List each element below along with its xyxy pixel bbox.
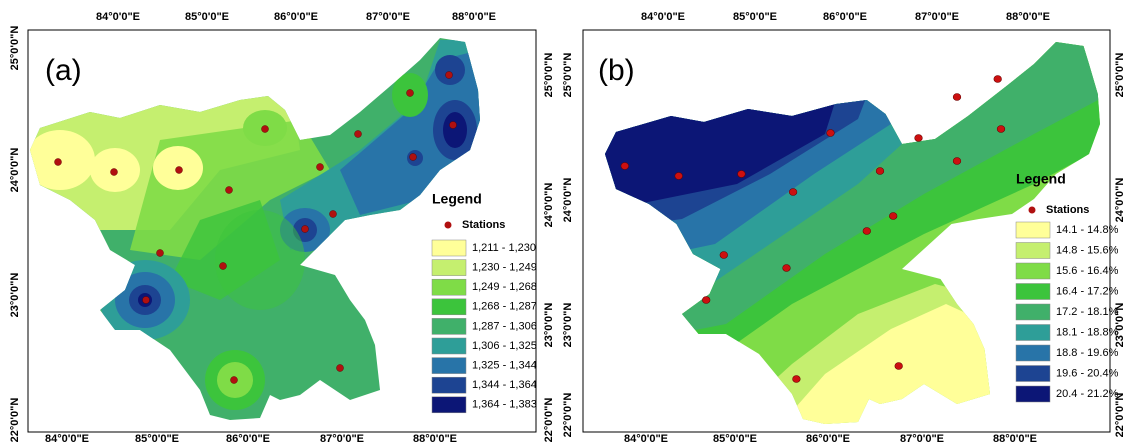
latitude-label: 24°0'0"N (543, 183, 555, 228)
longitude-label: 84°0'0"E (641, 11, 685, 23)
legend-swatch (1015, 262, 1051, 280)
legend-label: 16.4 - 17.2% (1056, 285, 1119, 297)
longitude-label: 86°0'0"E (274, 11, 318, 23)
legend-label: 14.8 - 15.6% (1056, 244, 1119, 256)
latitude-label: 22°0'0"N (543, 398, 555, 443)
latitude-label: 24°0'0"N (1114, 178, 1126, 223)
legend-label: 17.2 - 18.1% (1056, 306, 1119, 318)
longitude-label: 87°0'0"E (915, 11, 959, 23)
longitude-label: 86°0'0"E (806, 433, 850, 445)
longitude-label: 86°0'0"E (823, 11, 867, 23)
latitude-label: 23°0'0"N (9, 273, 21, 318)
legend-stations: Stations (1046, 204, 1089, 216)
longitude-label: 84°0'0"E (96, 11, 140, 23)
map-frame (27, 29, 537, 433)
longitude-label: 88°0'0"E (993, 433, 1037, 445)
longitude-label: 87°0'0"E (900, 433, 944, 445)
legend-label: 1,287 - 1,306 (472, 320, 537, 332)
legend-swatch (431, 376, 467, 394)
legend-label: 18.1 - 18.8% (1056, 326, 1119, 338)
legend-station-symbol (444, 221, 452, 229)
longitude-label: 88°0'0"E (1006, 11, 1050, 23)
legend-swatch (431, 259, 467, 276)
legend-swatch (1015, 344, 1051, 362)
legend-label: 19.6 - 20.4% (1056, 367, 1119, 379)
panel-label: (b) (598, 54, 635, 87)
legend-swatch (1015, 303, 1051, 321)
longitude-label: 85°0'0"E (733, 11, 777, 23)
legend-swatch (431, 396, 467, 414)
legend-swatch (1015, 283, 1051, 300)
latitude-label: 24°0'0"N (562, 178, 574, 223)
legend-label: 1,230 - 1,249 (472, 262, 537, 274)
legend-label: 18.8 - 19.6% (1056, 347, 1119, 359)
longitude-label: 84°0'0"E (45, 433, 89, 445)
legend-label: 1,364 - 1,383 (472, 399, 537, 411)
legend-label: 1,249 - 1,268 (472, 281, 537, 293)
latitude-label: 25°0'0"N (543, 53, 555, 98)
legend-swatch (431, 318, 467, 335)
legend-swatch (1015, 365, 1051, 382)
latitude-label: 25°0'0"N (9, 26, 21, 71)
legend-swatch (1015, 242, 1051, 259)
legend-station-symbol (1028, 206, 1036, 214)
longitude-label: 87°0'0"E (366, 11, 410, 23)
legend-stations: Stations (462, 219, 505, 231)
legend-label: 1,211 - 1,230 (472, 242, 536, 254)
longitude-label: 88°0'0"E (452, 11, 496, 23)
longitude-label: 84°0'0"E (624, 433, 668, 445)
map-frame (582, 29, 1111, 433)
legend-swatch (1015, 385, 1051, 403)
legend-label: 20.4 - 21.2% (1056, 388, 1119, 400)
legend-swatch (431, 337, 467, 355)
legend-swatch (431, 357, 467, 374)
latitude-label: 23°0'0"N (543, 303, 555, 348)
legend-label: 1,344 - 1,364 (472, 379, 537, 391)
latitude-label: 22°0'0"N (9, 398, 21, 443)
latitude-label: 25°0'0"N (562, 53, 574, 98)
latitude-label: 22°0'0"N (1114, 393, 1126, 438)
latitude-label: 24°0'0"N (9, 148, 21, 193)
legend-swatch (431, 298, 467, 316)
longitude-label: 85°0'0"E (185, 11, 229, 23)
latitude-label: 22°0'0"N (562, 393, 574, 438)
legend-label: 1,325 - 1,344 (472, 360, 537, 372)
legend-label: 1,268 - 1,287 (472, 301, 537, 313)
legend-swatch (1015, 324, 1051, 341)
longitude-label: 88°0'0"E (413, 433, 457, 445)
legend-swatch (431, 239, 467, 257)
panel-label: (a) (45, 54, 82, 87)
legend-swatch (1015, 221, 1051, 239)
longitude-label: 86°0'0"E (226, 433, 270, 445)
legend-label: 15.6 - 16.4% (1056, 265, 1119, 277)
latitude-label: 23°0'0"N (562, 303, 574, 348)
longitude-label: 85°0'0"E (135, 433, 179, 445)
legend-label: 14.1 - 14.8% (1056, 224, 1119, 236)
longitude-label: 87°0'0"E (320, 433, 364, 445)
latitude-label: 23°0'0"N (1114, 303, 1126, 348)
legend-swatch (431, 278, 467, 296)
legend-label: 1,306 - 1,325 (472, 340, 537, 352)
legend-title: Legend (1016, 171, 1066, 187)
latitude-label: 25°0'0"N (1114, 53, 1126, 98)
legend-title: Legend (432, 191, 482, 207)
longitude-label: 85°0'0"E (713, 433, 757, 445)
